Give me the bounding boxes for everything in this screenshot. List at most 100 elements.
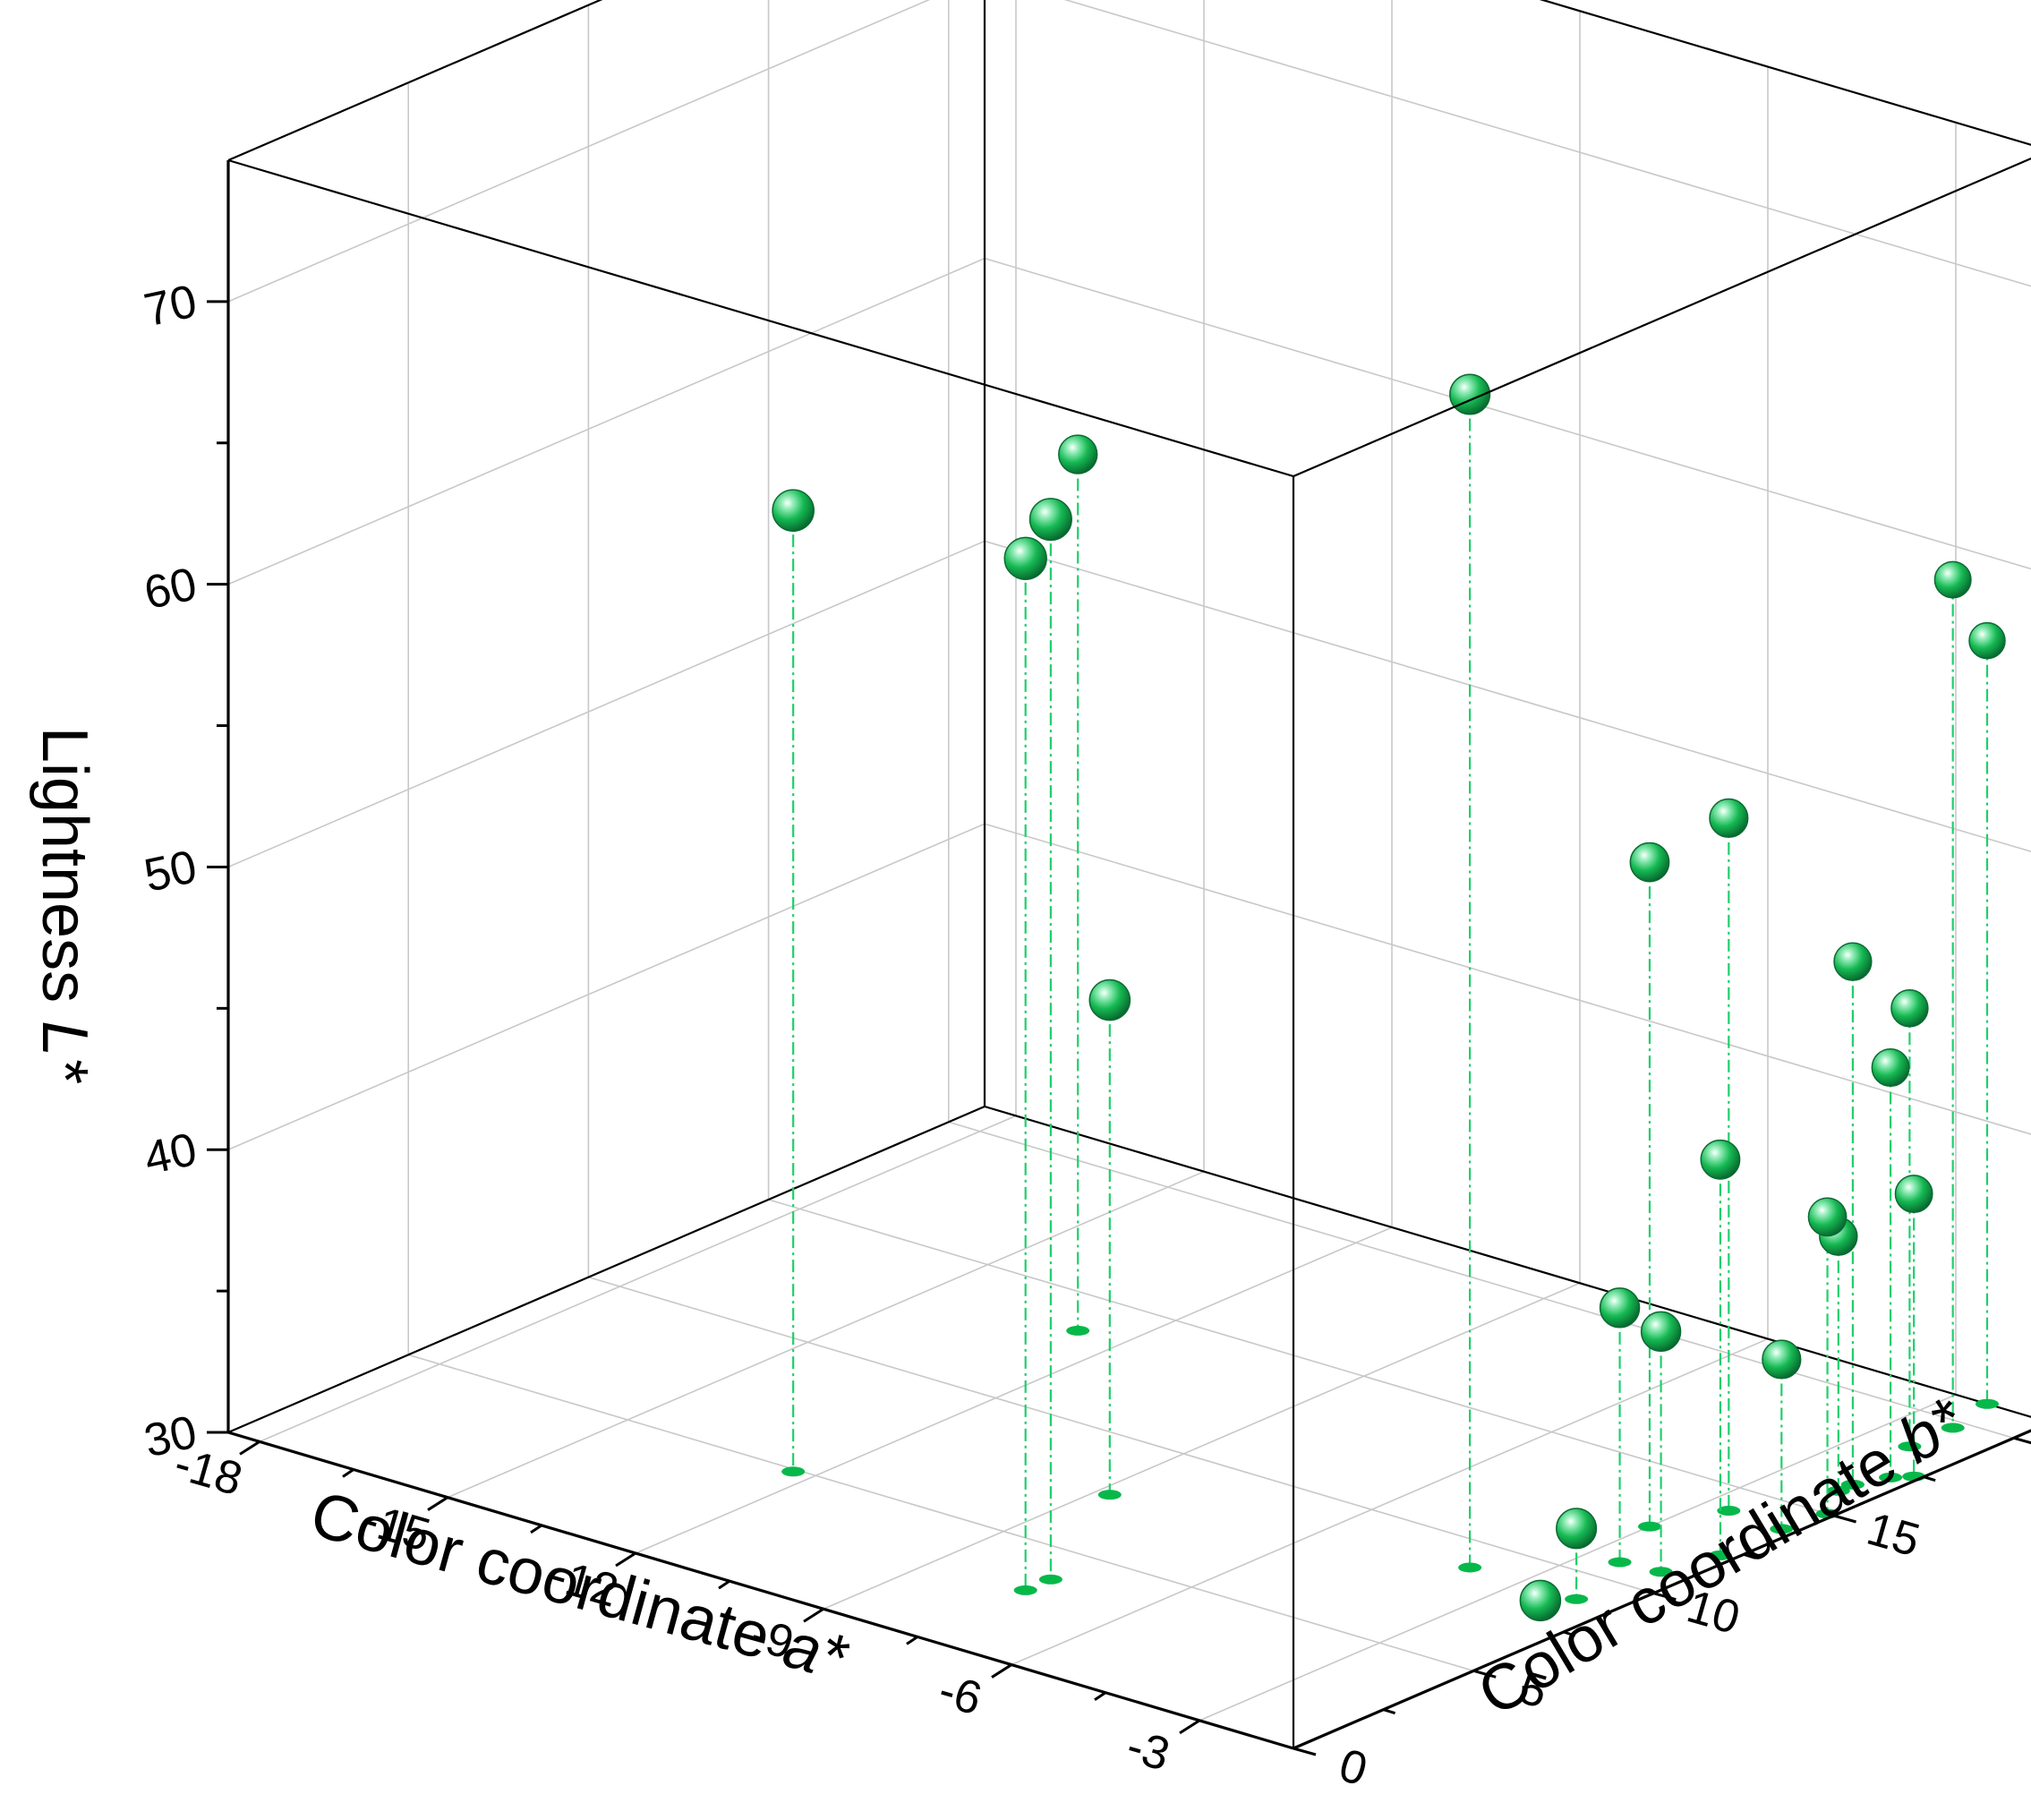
point-shadow-9 [1608,1557,1632,1568]
x-tick-label: -3 [1121,1720,1174,1782]
grid-floor-x [635,1226,1393,1554]
x-minor-tick [1094,1691,1106,1701]
point-shadow-6 [1637,1521,1661,1532]
x-tick-mark [239,1440,260,1456]
y-minor-tick [1743,1552,1756,1559]
grid-floor-y [588,1276,1654,1594]
y-tick-mark [1472,1669,1497,1679]
grid-floor-x [1199,1394,1957,1722]
data-point-9 [1599,1287,1641,1329]
y-minor-tick [1563,1630,1576,1637]
data-point-14 [1833,942,1873,981]
x-minor-tick [530,1524,542,1534]
box-edge [1293,157,2031,478]
data-point-5 [1088,978,1131,1021]
x-minor-tick [718,1579,730,1590]
grid-side-z [227,0,931,303]
point-shadow-19 [1826,1485,1850,1496]
grid-side-z [227,540,986,868]
point-shadow-14 [1840,1479,1865,1490]
box-edge [1539,0,2031,146]
data-point-10 [1556,1508,1598,1550]
box-edge [227,1105,986,1434]
x-tick-label: -18 [169,1438,248,1506]
data-point-8 [1640,1311,1682,1353]
data-point-21 [1762,1339,1802,1380]
point-shadow-0 [781,1466,806,1477]
grid-side-z [227,257,986,585]
grid-back-z [984,540,2031,853]
points-layer [772,373,2006,1622]
grid-back-z [984,823,2031,1135]
z-tick-label: 50 [140,841,201,902]
grid-layer [227,0,2031,1749]
x-tick-label: -6 [933,1664,986,1726]
data-point-16 [1871,1048,1910,1087]
point-shadow-2 [1038,1574,1062,1585]
data-point-0 [772,489,815,532]
y-minor-tick [1383,1708,1396,1715]
y-tick-label: 0 [1334,1739,1373,1797]
x-axis-title: Color coordinate a* [303,1478,856,1695]
data-point-11 [1519,1579,1562,1622]
x-minor-tick [342,1468,354,1478]
point-shadow-1 [1066,1325,1090,1336]
data-point-18 [1894,1175,1933,1213]
point-shadow-8 [1649,1567,1673,1577]
y-tick-mark [2013,1436,2031,1445]
x-tick-mark [1179,1719,1200,1735]
y-tick-mark [1652,1592,1677,1602]
z-tick-label: 60 [140,558,201,619]
z-tick-label: 30 [140,1406,201,1468]
data-point-15 [1890,989,1929,1028]
y-tick-label: 15 [1861,1503,1925,1568]
point-shadow-4 [1458,1562,1482,1573]
grid-floor-x [447,1170,1205,1499]
grid-floor-x [1011,1337,1769,1666]
drop-lines-layer [781,394,1999,1620]
data-point-13 [1968,621,2006,660]
x-tick-mark [427,1496,448,1511]
point-shadow-12 [1941,1423,1965,1433]
point-shadow-5 [1097,1490,1122,1500]
data-point-1 [1058,434,1098,474]
point-shadow-21 [1770,1524,1794,1534]
point-shadow-10 [1565,1594,1589,1604]
grid-floor-y [407,1354,1474,1672]
x-minor-tick [906,1636,918,1645]
z-axis-title: Lightness L* [29,727,100,1083]
data-point-7 [1709,798,1749,838]
y-tick-mark [1293,1747,1317,1756]
x-axis-line [227,1431,1294,1750]
grid-floor-x [823,1282,1581,1610]
x-tick-mark [615,1551,636,1568]
box-edge [227,158,1294,478]
x-tick-mark [991,1663,1012,1679]
point-shadow-7 [1717,1505,1741,1516]
point-shadow-3 [1013,1585,1037,1595]
x-tick-mark [803,1607,824,1623]
data-point-2 [1028,498,1072,542]
grid-back-z [984,257,2031,570]
data-point-6 [1629,842,1670,883]
grid-floor-y [948,1121,2014,1440]
grid-floor-y [768,1199,1834,1517]
z-tick-label: 40 [140,1124,201,1185]
point-shadow-13 [1976,1398,1999,1409]
y-tick-mark [1833,1514,1856,1524]
point-shadow-16 [1879,1472,1903,1482]
data-point-17 [1700,1139,1741,1180]
grid-back-z [1063,0,2031,287]
grid-side-z [227,823,986,1150]
data-point-12 [1933,560,1972,599]
data-point-3 [1003,536,1047,581]
box-back-layer [227,0,2031,1434]
z-tick-label: 70 [140,276,201,338]
box-edge [984,1105,2031,1418]
data-point-20 [1807,1197,1848,1237]
grid-floor-x [259,1115,1017,1443]
y-minor-tick [1923,1475,1936,1482]
